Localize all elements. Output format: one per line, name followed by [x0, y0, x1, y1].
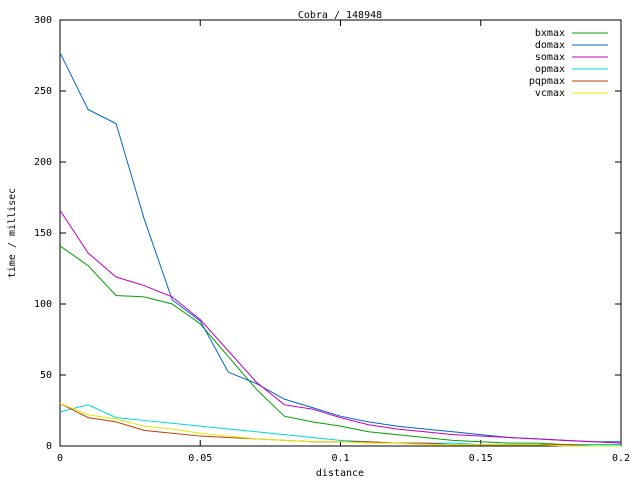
legend-label: bxmax [535, 28, 565, 39]
series-line [59, 402, 621, 447]
y-tick-label: 100 [34, 299, 52, 310]
series-line [59, 245, 621, 446]
x-tick-label: 0 [57, 453, 63, 464]
x-tick-label: 0.1 [331, 453, 349, 464]
y-axis-label: time / millisec [7, 188, 18, 278]
y-tick-label: 250 [34, 86, 52, 97]
x-axis-label: distance [316, 468, 364, 479]
y-tick-label: 150 [34, 228, 52, 239]
legend-label: somax [535, 52, 565, 63]
y-tick-label: 300 [34, 15, 52, 26]
y-tick-label: 50 [40, 370, 52, 381]
y-tick-label: 200 [34, 157, 52, 168]
legend-label: vcmax [535, 88, 565, 99]
x-tick-label: 0.05 [188, 453, 212, 464]
series-line [59, 210, 622, 444]
legend-label: domax [535, 40, 565, 51]
legend-label: pqpmax [529, 76, 565, 87]
y-tick-label: 0 [46, 441, 52, 452]
x-tick-label: 0.2 [612, 453, 630, 464]
chart-title: Cobra / 148948 [298, 10, 382, 21]
legend-label: opmax [535, 64, 565, 75]
x-tick-label: 0.15 [469, 453, 493, 464]
